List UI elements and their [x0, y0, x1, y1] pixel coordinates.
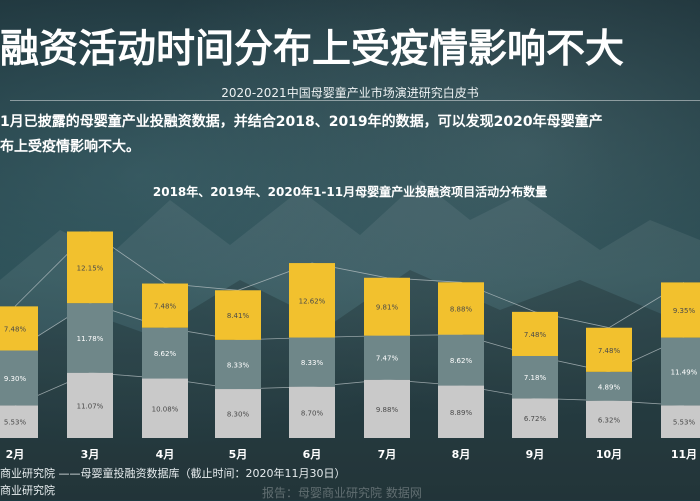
bar-2018-6 [364, 379, 410, 438]
data-label-2018-4: 8.30% [227, 411, 250, 419]
bar-2020-8 [512, 311, 558, 356]
data-label-2020-4: 8.41% [227, 312, 250, 320]
description-line-2: 布上受疫情影响不大。 [0, 139, 140, 155]
bar-2019-5 [289, 337, 335, 387]
connector-line-2020 [14, 230, 685, 329]
data-label-2018-5: 8.70% [301, 409, 324, 417]
data-label-2019-7: 8.62% [450, 357, 473, 365]
bar-2019-4 [215, 339, 261, 390]
bar-2018-1 [0, 405, 38, 438]
bar-2020-6 [364, 277, 410, 336]
bar-2018-3 [142, 378, 188, 438]
bar-2020-9 [586, 327, 632, 372]
bar-2019-10 [661, 337, 700, 406]
bar-2019-3 [142, 327, 188, 379]
x-tick-label-8: 9月 [526, 448, 545, 461]
data-label-2018-3: 10.08% [152, 405, 179, 413]
bar-2020-3 [142, 283, 188, 328]
x-tick-label-6: 7月 [378, 448, 397, 461]
bar-2019-7 [438, 334, 484, 386]
bar-2020-5 [289, 263, 335, 338]
x-tick-label-1: 2月 [6, 448, 25, 461]
data-label-2018-10: 5.53% [673, 419, 696, 427]
data-label-2019-3: 8.62% [154, 350, 177, 358]
data-label-2019-8: 7.18% [524, 374, 547, 382]
data-label-2018-7: 8.89% [450, 409, 473, 417]
bar-2019-8 [512, 355, 558, 399]
data-label-2020-9: 7.48% [598, 347, 621, 355]
bar-2019-9 [586, 371, 632, 401]
data-label-2020-7: 8.88% [450, 305, 473, 313]
x-tick-label-10: 11月 [671, 448, 697, 461]
bar-2019-1 [0, 350, 38, 406]
connector-line-2018 [14, 372, 685, 406]
data-label-2019-9: 4.89% [598, 383, 621, 391]
bar-2018-2 [67, 372, 113, 438]
connector-lines [14, 230, 685, 406]
data-label-2018-6: 9.88% [376, 406, 399, 414]
bar-2019-6 [364, 335, 410, 380]
bar-2020-2 [67, 231, 113, 304]
description-line-1: 1月已披露的母婴童产业投融资数据，并结合2018、2019年的数据，可以发现20… [0, 114, 603, 130]
chart-title: 2018年、2019年、2020年1-11月母婴童产业投融资项目活动分布数量 [152, 185, 548, 199]
data-label-2019-6: 7.47% [376, 355, 399, 363]
data-label-2020-1: 7.48% [4, 325, 27, 333]
x-tick-label-4: 5月 [229, 448, 248, 461]
x-tick-label-2: 3月 [81, 448, 100, 461]
data-label-2019-1: 9.30% [4, 375, 27, 383]
data-label-2020-3: 7.48% [154, 303, 177, 311]
data-label-2018-9: 6.32% [598, 416, 621, 424]
bar-2019-2 [67, 303, 113, 373]
source-note: 商业研究院 ——母婴童投融资数据库（截止时间：2020年11月30日） [0, 467, 346, 480]
x-tick-label-9: 10月 [596, 448, 622, 461]
bar-2018-9 [586, 400, 632, 438]
bar-2020-7 [438, 282, 484, 335]
source-note-2: 商业研究院 [0, 484, 55, 497]
data-label-2019-4: 8.33% [227, 361, 250, 369]
page-subtitle: 2020-2021中国母婴童产业市场演进研究白皮书 [221, 86, 479, 100]
bar-2020-10 [661, 282, 700, 338]
data-label-2020-6: 9.81% [376, 304, 399, 312]
bar-2018-8 [512, 398, 558, 438]
x-tick-label-3: 4月 [156, 448, 175, 461]
watermark: 报告：母婴商业研究院 数据网 [262, 486, 422, 500]
data-label-2018-1: 5.53% [4, 419, 27, 427]
page-title: 融资活动时间分布上受疫情影响不大 [0, 27, 625, 72]
bar-2020-1 [0, 306, 38, 351]
data-label-2018-8: 6.72% [524, 415, 547, 423]
data-label-2019-10: 11.49% [671, 368, 698, 376]
bar-2018-5 [289, 386, 335, 438]
connector-line-2019 [14, 302, 685, 373]
data-label-2020-10: 9.35% [673, 307, 696, 315]
title-divider [10, 100, 700, 101]
bar-2020-4 [215, 290, 261, 340]
data-label-2019-2: 11.78% [77, 335, 104, 343]
data-label-2020-5: 12.62% [299, 297, 326, 305]
x-tick-label-7: 8月 [452, 448, 471, 461]
description: 1月已披露的母婴童产业投融资数据，并结合2018、2019年的数据，可以发现20… [0, 110, 700, 160]
data-label-2018-2: 11.07% [77, 402, 104, 410]
x-tick-label-5: 6月 [303, 448, 322, 461]
data-label-2020-2: 12.15% [77, 264, 104, 272]
data-label-2019-5: 8.33% [301, 359, 324, 367]
bar-2018-7 [438, 385, 484, 438]
bar-2018-10 [661, 405, 700, 438]
data-label-2020-8: 7.48% [524, 331, 547, 339]
bar-2018-4 [215, 389, 261, 438]
